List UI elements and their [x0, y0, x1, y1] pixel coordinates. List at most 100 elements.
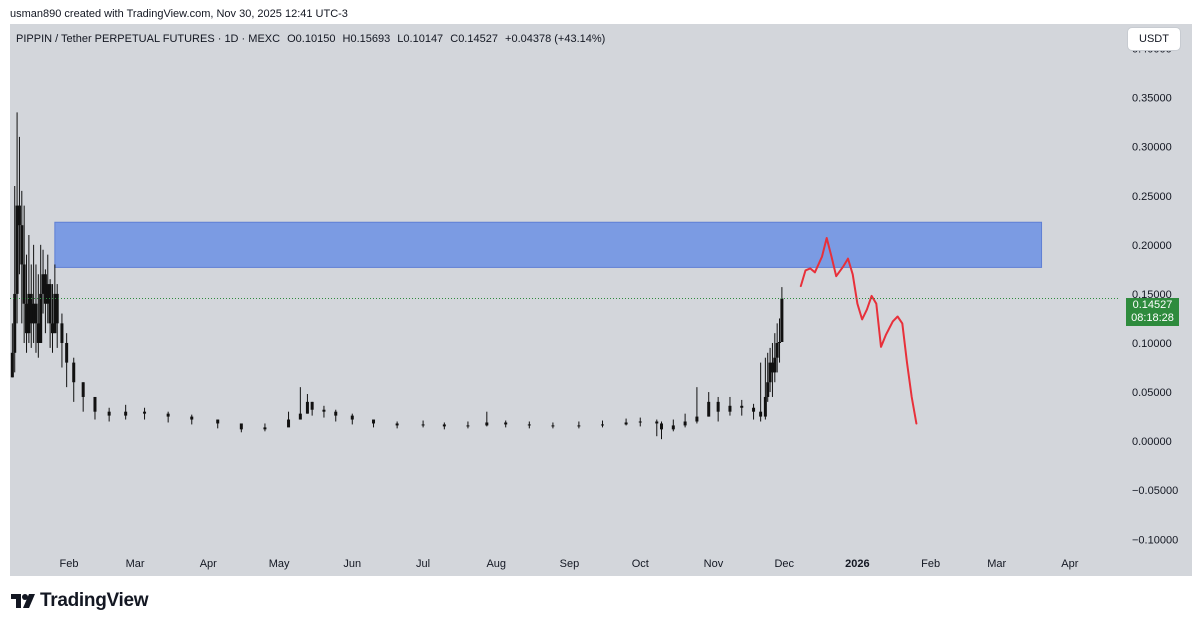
candle-body — [728, 405, 732, 412]
candle-body — [41, 274, 45, 294]
ohlc-high: H0.15693 — [342, 33, 391, 45]
candle-body — [81, 382, 85, 397]
candle-body — [60, 323, 64, 343]
supply-zone-layer — [54, 221, 1043, 268]
candle-body — [551, 425, 555, 427]
price-axis-label: −0.10000 — [1132, 534, 1178, 546]
candle-body — [263, 427, 267, 430]
candle-body — [22, 264, 26, 304]
candle-body — [310, 401, 314, 410]
candle-body — [577, 425, 581, 427]
candle-body — [287, 419, 291, 428]
candle-body — [32, 303, 36, 324]
candle-body — [107, 411, 111, 416]
time-axis-label: 2026 — [845, 558, 869, 570]
candle-body — [600, 424, 604, 426]
projection-drawing-layer — [799, 237, 918, 425]
candle-body — [421, 424, 425, 426]
candle-body — [624, 422, 628, 425]
tradingview-logo-icon — [11, 594, 35, 608]
candle-body — [752, 407, 756, 412]
candle-body — [190, 416, 194, 420]
time-axis-label: May — [269, 558, 290, 570]
candle-body — [766, 382, 770, 397]
chart-pane[interactable]: 0.400000.350000.300000.250000.200000.150… — [10, 24, 1192, 576]
time-axis-label: Nov — [704, 558, 724, 570]
price-axis-label: 0.30000 — [1132, 142, 1172, 154]
candle-body — [143, 411, 147, 414]
time-axis-label: Feb — [921, 558, 940, 570]
price-axis-label: −0.05000 — [1132, 485, 1178, 497]
candle-body — [638, 421, 642, 423]
candle-body — [485, 422, 489, 426]
candle-body — [34, 303, 38, 324]
candle-body — [65, 342, 69, 363]
candle-body — [298, 413, 302, 420]
last-price-value: 0.14527 — [1132, 299, 1173, 311]
time-axis-label: Oct — [632, 558, 649, 570]
bar-countdown: 08:18:28 — [1131, 312, 1174, 324]
candle-body — [334, 411, 338, 416]
candle-body — [740, 405, 744, 408]
candle-body — [707, 401, 711, 417]
time-axis-background — [10, 539, 1192, 576]
candle-body — [527, 424, 531, 426]
tradingview-wordmark: TradingView — [40, 590, 149, 611]
candle-body — [124, 411, 128, 416]
candle-body — [13, 293, 17, 353]
candle-body — [72, 362, 76, 383]
tradingview-logo: TradingView — [10, 590, 149, 612]
candle-body — [305, 401, 309, 414]
time-axis-label: Apr — [1061, 558, 1078, 570]
candle-body — [695, 416, 699, 422]
ohlc-low: L0.10147 — [397, 33, 444, 45]
time-axis-label: Apr — [200, 558, 217, 570]
candle-body — [778, 342, 782, 343]
candle-body — [15, 205, 19, 294]
ohlc-close: C0.14527 — [450, 33, 498, 45]
time-axis-label: Jun — [343, 558, 361, 570]
currency-unit-button[interactable]: USDT — [1128, 28, 1180, 50]
candle-body — [780, 298, 784, 342]
candle-body — [372, 419, 376, 424]
candle-body — [773, 357, 777, 373]
time-axis-label: Feb — [60, 558, 79, 570]
candle-body — [466, 425, 470, 427]
candle-body — [39, 293, 43, 343]
candle-body — [20, 225, 24, 265]
last-price-tag: 0.14527 08:18:28 — [1126, 298, 1179, 326]
candle-body — [768, 362, 772, 383]
symbol-legend: PIPPIN / Tether PERPETUAL FUTURES · 1D ·… — [16, 33, 609, 45]
candle-body — [53, 293, 57, 334]
candle-body — [166, 413, 170, 417]
candle-body — [671, 425, 675, 430]
projection-drawing-line — [799, 237, 918, 425]
candle-body — [683, 421, 687, 426]
time-axis-label: Sep — [560, 558, 580, 570]
price-axis-label: 0.15000 — [1132, 289, 1172, 301]
candle-body — [55, 293, 59, 324]
symbol-name[interactable]: PIPPIN / Tether PERPETUAL FUTURES · 1D ·… — [16, 33, 281, 45]
candle-body — [770, 362, 774, 373]
chart-author-line: usman890 created with TradingView.com, N… — [10, 8, 348, 20]
candle-body — [660, 423, 664, 430]
time-axis-label: Mar — [987, 558, 1006, 570]
ohlc-change: +0.04378 (+43.14%) — [505, 33, 606, 45]
candle-body — [655, 421, 659, 424]
price-axis-label: 0.35000 — [1132, 93, 1172, 105]
candle-body — [763, 396, 767, 417]
price-axis-label: 0.20000 — [1132, 240, 1172, 252]
candle-body — [716, 401, 720, 412]
candle-body — [442, 424, 446, 427]
candle-body — [759, 411, 763, 417]
price-axis: 0.400000.350000.300000.250000.200000.150… — [1132, 44, 1178, 547]
candle-body — [395, 423, 399, 426]
candle-body — [48, 284, 52, 324]
time-axis-label: Mar — [126, 558, 145, 570]
candle-body — [36, 323, 40, 343]
candle-body — [46, 284, 50, 304]
price-chart[interactable]: 0.400000.350000.300000.250000.200000.150… — [10, 24, 1192, 576]
candle-body — [775, 342, 779, 358]
candle-body — [27, 293, 31, 334]
candle-body — [17, 205, 21, 226]
